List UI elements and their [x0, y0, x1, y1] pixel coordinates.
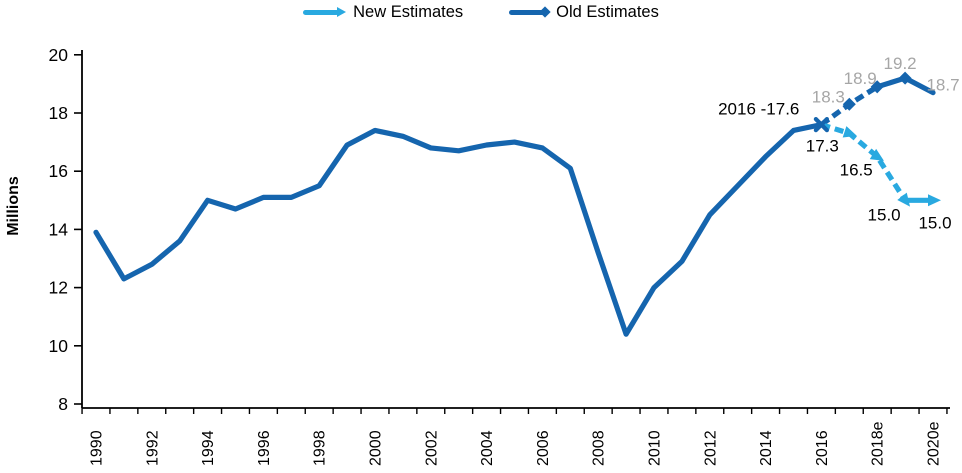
legend-item-old-estimates: Old Estimates: [509, 2, 659, 22]
new-estimates-line-icon: [303, 6, 347, 18]
svg-text:1990: 1990: [89, 430, 106, 466]
legend: New Estimates Old Estimates: [0, 2, 962, 22]
svg-text:2016: 2016: [814, 430, 831, 466]
svg-text:2002: 2002: [423, 430, 440, 466]
svg-text:2008: 2008: [591, 430, 608, 466]
svg-text:18.9: 18.9: [844, 69, 877, 88]
svg-text:12: 12: [49, 278, 68, 298]
new-estimates-line-sample: [303, 9, 340, 15]
svg-text:17.3: 17.3: [806, 136, 839, 155]
svg-text:18.7: 18.7: [926, 76, 959, 95]
y-axis-title: Millions: [5, 176, 22, 236]
svg-text:2014: 2014: [758, 430, 775, 466]
svg-text:18: 18: [49, 103, 68, 123]
svg-text:18.3: 18.3: [812, 87, 845, 106]
legend-label-new-estimates: New Estimates: [353, 3, 464, 21]
svg-text:2000: 2000: [368, 430, 385, 466]
svg-text:19.2: 19.2: [884, 54, 917, 73]
svg-text:10: 10: [49, 336, 69, 356]
svg-text:20: 20: [49, 45, 69, 65]
svg-text:2020e: 2020e: [926, 421, 943, 466]
legend-label-old-estimates: Old Estimates: [556, 3, 659, 21]
svg-text:16: 16: [49, 161, 68, 181]
svg-text:1996: 1996: [256, 430, 273, 466]
diamond-marker-icon: [539, 6, 551, 18]
svg-text:15.0: 15.0: [918, 213, 951, 232]
svg-text:2006: 2006: [535, 430, 552, 466]
svg-text:1998: 1998: [312, 430, 329, 466]
svg-text:2016 -17.6: 2016 -17.6: [718, 100, 799, 119]
svg-text:2010: 2010: [647, 430, 664, 466]
old-estimates-line-sample: [509, 9, 546, 15]
svg-text:1992: 1992: [144, 430, 161, 466]
old-estimates-line-icon: [509, 6, 551, 18]
svg-text:1994: 1994: [200, 430, 217, 466]
svg-text:15.0: 15.0: [868, 205, 901, 224]
svg-text:14: 14: [49, 219, 69, 239]
svg-text:16.5: 16.5: [840, 161, 873, 180]
svg-text:2018e: 2018e: [870, 421, 887, 466]
svg-text:2012: 2012: [702, 430, 719, 466]
legend-item-new-estimates: New Estimates: [303, 2, 463, 22]
triangle-marker-icon: [337, 7, 347, 17]
svg-text:8: 8: [58, 394, 68, 414]
svg-text:2004: 2004: [479, 430, 496, 466]
